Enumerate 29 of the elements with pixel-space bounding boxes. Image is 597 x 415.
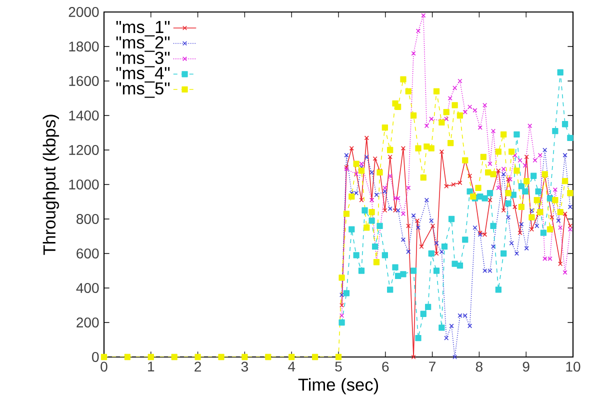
legend-label: "ms_2" — [116, 36, 170, 52]
x-tick-label: 4 — [288, 362, 296, 372]
legend-label: "ms_1" — [116, 21, 170, 36]
y-tick-label: 0 — [92, 352, 99, 362]
y-tick-label: 600 — [76, 248, 99, 258]
x-tick-label: 3 — [241, 362, 248, 372]
y-axis-title: Throughput (kbps) — [42, 114, 59, 255]
x-tick-label: 9 — [522, 362, 530, 372]
x-tick-label: 8 — [476, 362, 482, 372]
y-tick-label: 1600 — [69, 76, 99, 86]
y-tick-label: 1200 — [69, 145, 99, 155]
x-axis-title: Time (sec) — [298, 378, 378, 394]
x-tick-label: 10 — [566, 362, 580, 372]
y-tick-label: 1000 — [69, 180, 99, 190]
legend-label: "ms_4" — [116, 67, 170, 83]
x-tick-label: 6 — [382, 362, 389, 372]
y-tick-label: 2000 — [68, 7, 99, 17]
y-tick-label: 200 — [76, 318, 99, 328]
x-tick-label: 7 — [429, 362, 436, 372]
y-tick-label: 1800 — [69, 42, 99, 52]
y-tick-label: 400 — [76, 283, 99, 293]
x-tick-label: 5 — [335, 362, 342, 372]
x-tick-label: 1 — [148, 362, 154, 372]
x-tick-label: 2 — [194, 362, 201, 372]
y-tick-label: 1400 — [69, 110, 99, 120]
legend-label: "ms_5" — [116, 82, 170, 98]
legend-label: "ms_3" — [116, 52, 170, 68]
x-tick-label: 0 — [100, 362, 108, 372]
y-tick-label: 800 — [76, 214, 99, 224]
